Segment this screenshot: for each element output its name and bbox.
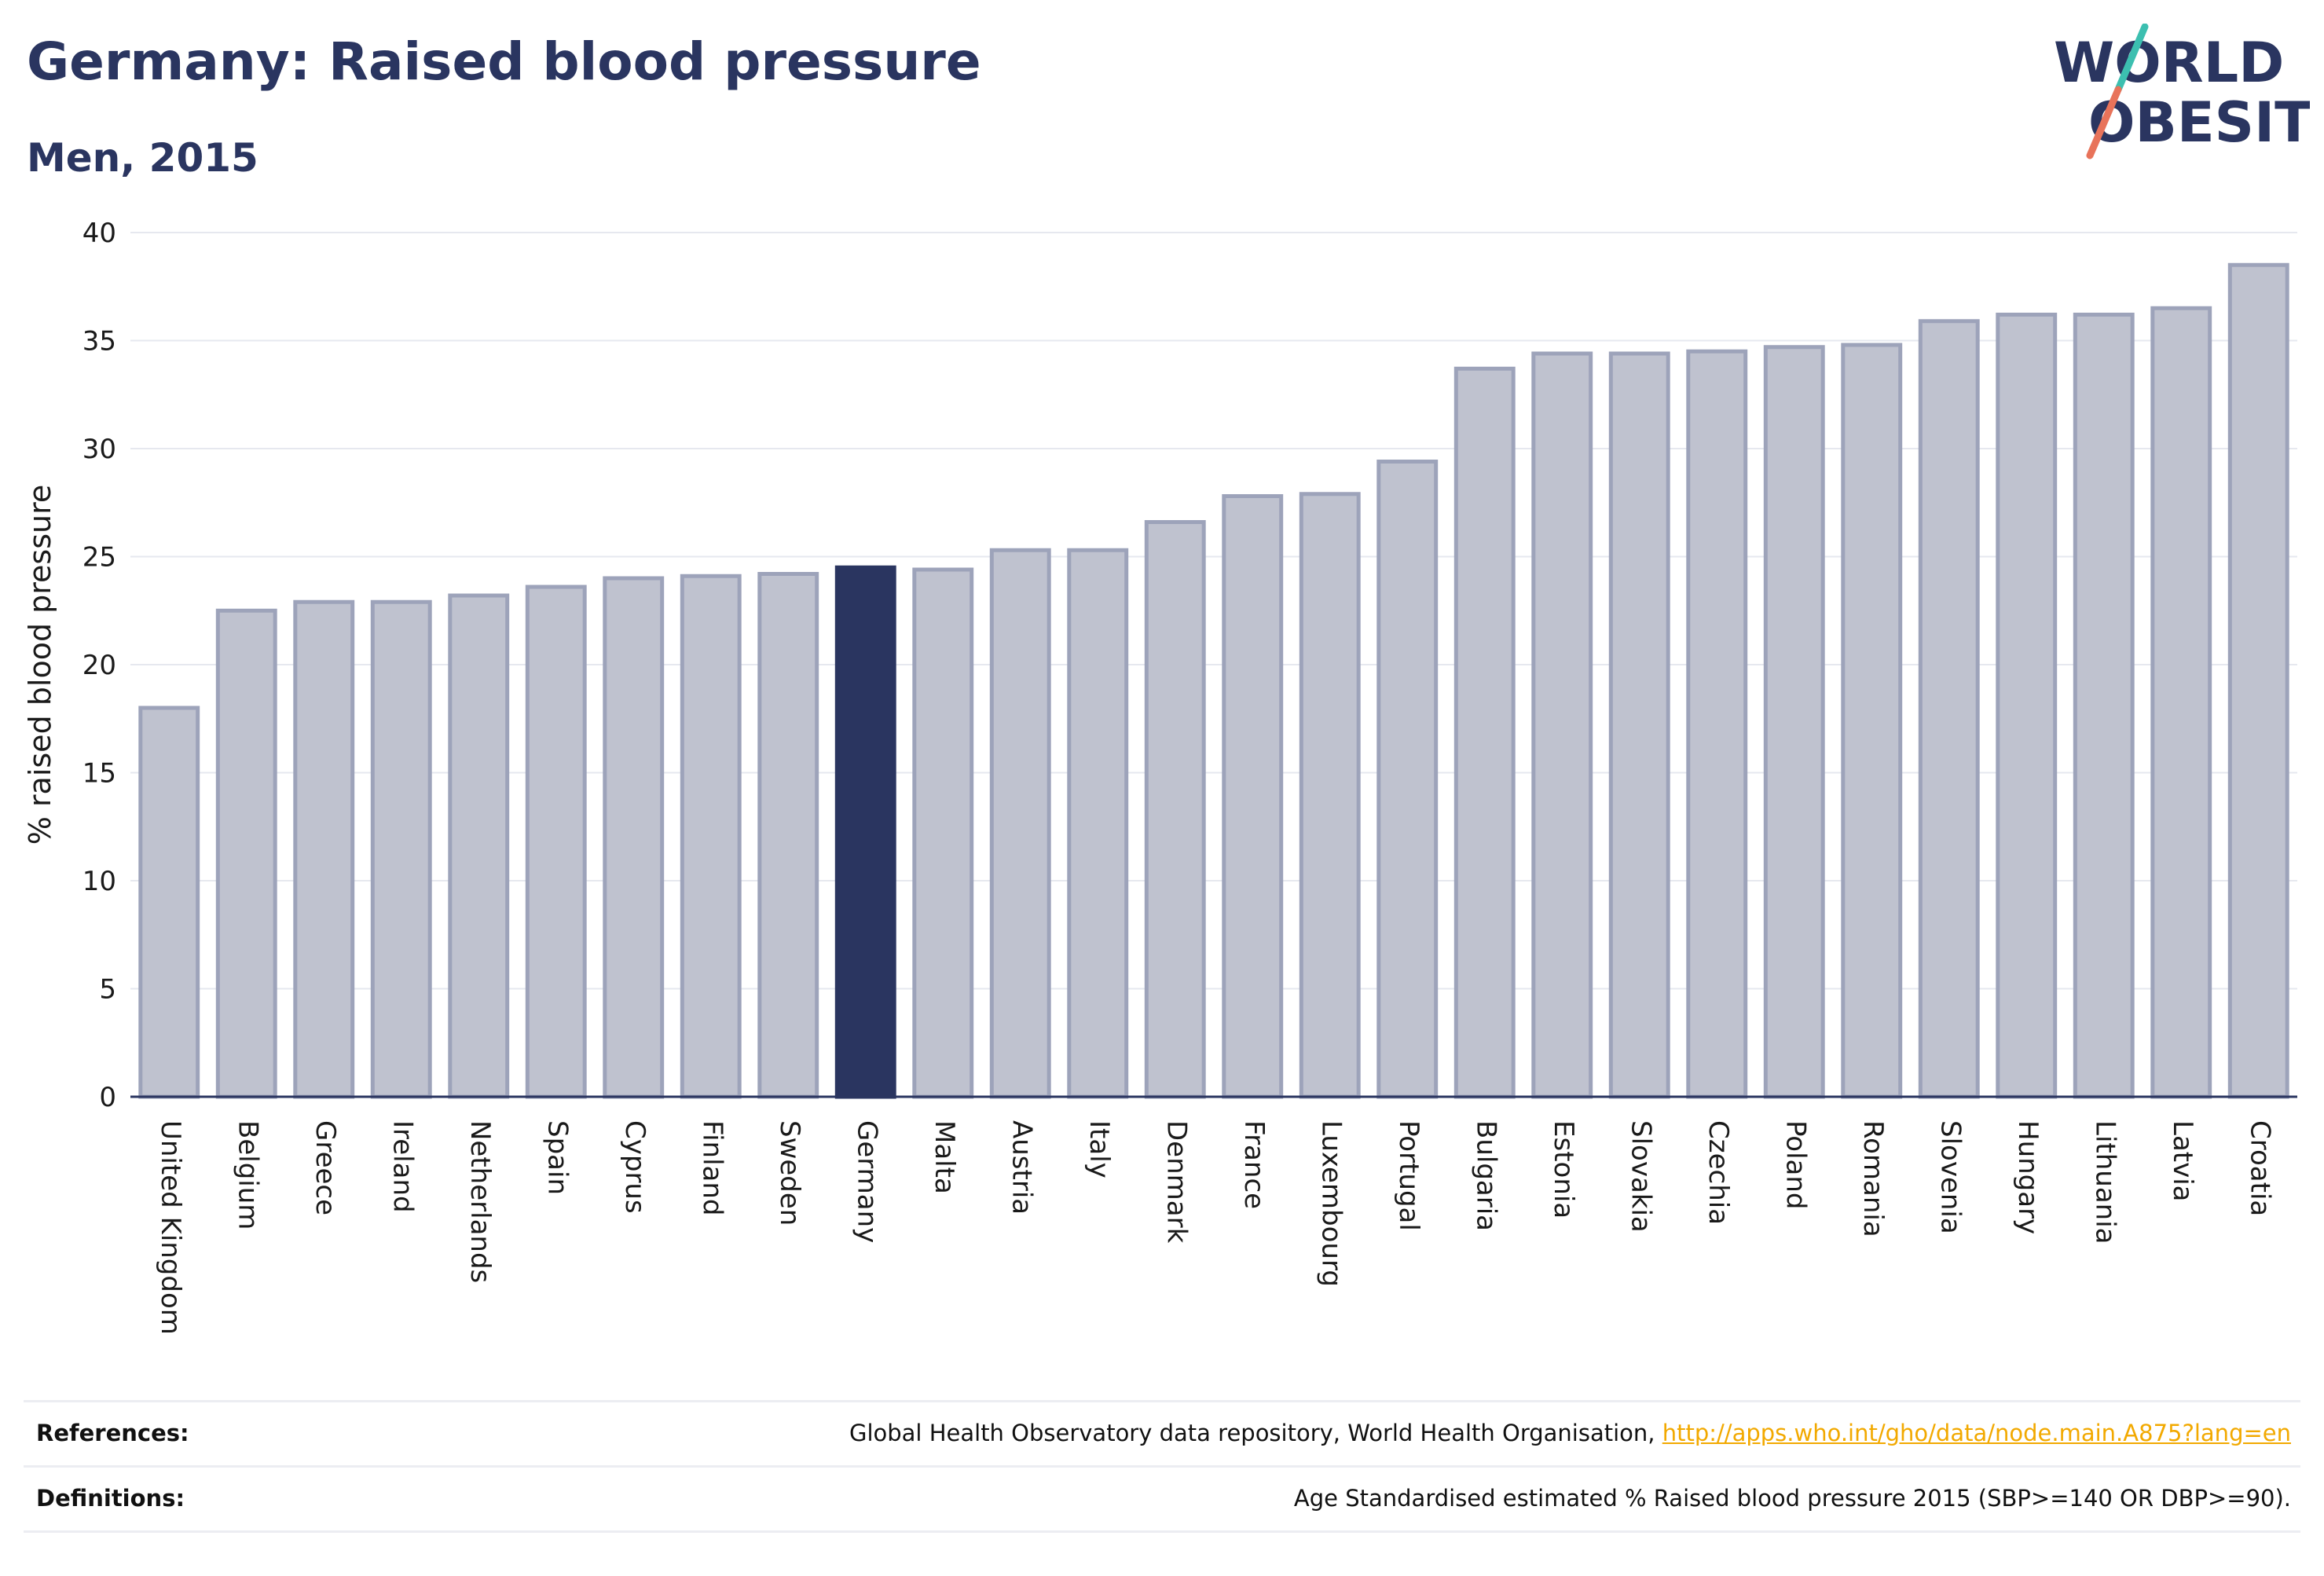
x-tick-label: Czechia xyxy=(1703,1120,1734,1225)
bar-austria xyxy=(989,548,1051,1099)
footer: References: Global Health Observatory da… xyxy=(24,1400,2300,1533)
bar-united-kingdom xyxy=(138,706,200,1099)
definitions-row: Definitions: Age Standardised estimated … xyxy=(24,1465,2300,1533)
logo-slash-bottom xyxy=(2086,86,2122,159)
references-row: References: Global Health Observatory da… xyxy=(24,1400,2300,1465)
x-tick-label: Italy xyxy=(1083,1120,1115,1178)
bar-portugal xyxy=(1376,460,1439,1099)
bar-latvia xyxy=(2150,306,2212,1099)
bar-finland xyxy=(680,574,742,1099)
bar-malta xyxy=(912,567,974,1099)
bar-denmark xyxy=(1144,520,1206,1099)
x-tick-label: United Kingdom xyxy=(155,1120,186,1335)
bar-lithuania xyxy=(2073,313,2135,1099)
bars xyxy=(138,262,2289,1099)
bar-netherlands xyxy=(448,593,510,1099)
x-tick-label: Luxembourg xyxy=(1315,1120,1347,1287)
y-tick-label: 25 xyxy=(82,542,116,574)
world-obesity-logo: WORLD OBESITY xyxy=(2054,24,2310,159)
bar-czechia xyxy=(1686,349,1748,1099)
x-tick-label: Slovakia xyxy=(1625,1120,1656,1233)
logo-line-obesity: OBESITY xyxy=(2088,90,2310,155)
x-tick-label: Sweden xyxy=(774,1120,805,1226)
bar-cyprus xyxy=(603,576,665,1099)
y-tick-label: 5 xyxy=(99,974,116,1006)
x-tick-label: Greece xyxy=(310,1120,341,1215)
bar-croatia xyxy=(2227,262,2289,1099)
x-tick-label: Cyprus xyxy=(619,1120,651,1214)
x-tick-label: Bulgaria xyxy=(1470,1120,1501,1231)
bar-spain xyxy=(525,585,587,1099)
y-axis-label: % raised blood pressure xyxy=(23,485,57,845)
x-tick-label: Portugal xyxy=(1393,1120,1424,1231)
bar-chart: 0 5 10 15 20 25 30 35 40 United Kingdom Belgium Gr… xyxy=(23,218,2297,1335)
references-link[interactable]: http://apps.who.int/gho/data/node.main.A… xyxy=(1662,1420,2291,1446)
x-tick-label: Netherlands xyxy=(464,1120,496,1283)
chart-title: Germany: Raised blood pressure xyxy=(27,31,981,92)
x-tick-label: Lithuania xyxy=(2089,1120,2121,1244)
bar-greece xyxy=(293,599,355,1099)
x-tick-label: Belgium xyxy=(232,1120,263,1230)
x-tick-label: Denmark xyxy=(1160,1120,1192,1244)
x-tick-label: France xyxy=(1238,1120,1270,1209)
x-axis-labels: United Kingdom Belgium Greece Ireland Nether… xyxy=(155,1120,2276,1335)
bar-poland xyxy=(1763,345,1825,1099)
chart-subtitle: Men, 2015 xyxy=(27,135,258,181)
bar-bulgaria xyxy=(1453,366,1516,1099)
bar-slovenia xyxy=(1918,319,1980,1099)
y-tick-label: 0 xyxy=(99,1082,116,1113)
bar-luxembourg xyxy=(1299,492,1361,1099)
x-tick-label: Poland xyxy=(1780,1120,1811,1210)
bar-romania xyxy=(1841,343,1903,1099)
x-tick-label: Spain xyxy=(541,1120,573,1195)
logo-line-world: WORLD xyxy=(2054,31,2284,95)
x-tick-label: Estonia xyxy=(1548,1120,1579,1219)
x-tick-label: Ireland xyxy=(387,1120,418,1213)
bar-hungary xyxy=(1996,313,2058,1099)
references-text-wrap: Global Health Observatory data repositor… xyxy=(849,1420,2291,1446)
bar-ireland xyxy=(370,599,432,1099)
bar-slovakia xyxy=(1608,351,1670,1099)
y-tick-label: 30 xyxy=(82,434,116,465)
x-tick-label: Hungary xyxy=(2012,1120,2044,1234)
bar-belgium xyxy=(215,608,277,1099)
bar-germany xyxy=(834,565,896,1099)
bar-sweden xyxy=(757,572,819,1099)
x-tick-label: Austria xyxy=(1006,1120,1037,1215)
bar-france xyxy=(1222,494,1284,1099)
x-tick-label: Slovenia xyxy=(1934,1120,1966,1234)
references-text: Global Health Observatory data repositor… xyxy=(849,1420,1662,1446)
x-tick-label: Germany xyxy=(851,1120,882,1243)
bar-italy xyxy=(1067,548,1129,1099)
y-tick-label: 10 xyxy=(82,866,116,897)
x-tick-label: Malta xyxy=(929,1120,960,1194)
references-label: References: xyxy=(36,1420,189,1446)
y-tick-label: 20 xyxy=(82,650,116,681)
x-tick-label: Finland xyxy=(696,1120,728,1216)
x-tick-label: Croatia xyxy=(2244,1120,2275,1216)
definitions-label: Definitions: xyxy=(36,1485,185,1512)
bar-estonia xyxy=(1531,351,1593,1099)
y-tick-label: 15 xyxy=(82,758,116,790)
x-tick-label: Romania xyxy=(1857,1120,1889,1237)
logo-slash-top xyxy=(2114,24,2149,93)
y-axis-ticks: 0 5 10 15 20 25 30 35 40 xyxy=(82,218,116,1113)
definitions-text: Age Standardised estimated % Raised bloo… xyxy=(1293,1485,2291,1512)
y-tick-label: 35 xyxy=(82,326,116,357)
y-tick-label: 40 xyxy=(82,218,116,249)
x-tick-label: Latvia xyxy=(2167,1120,2198,1202)
